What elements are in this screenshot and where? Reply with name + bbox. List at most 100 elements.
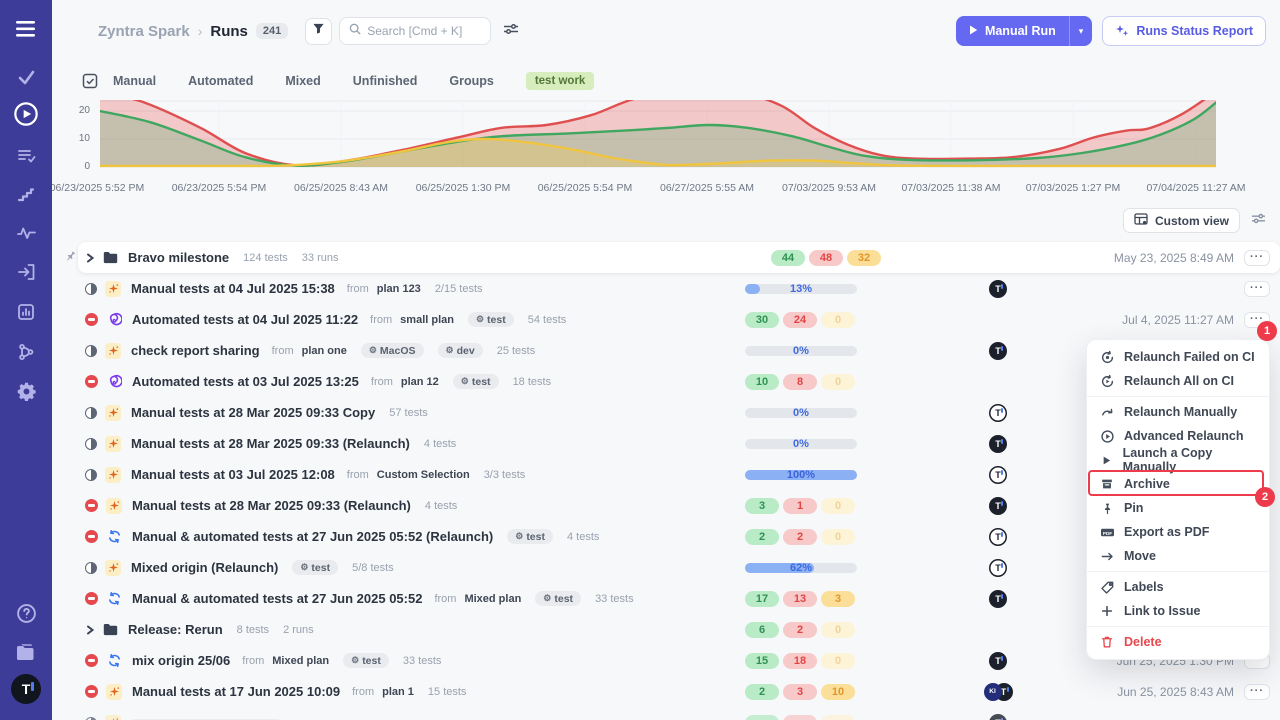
- table-row[interactable]: Manual & automated tests at 27 Jun 2025 …: [52, 583, 1280, 614]
- activity-icon[interactable]: [11, 218, 41, 248]
- row-main: Manual tests at 28 Mar 2025 09:33 (Relau…: [52, 435, 456, 452]
- search-settings-icon[interactable]: [503, 22, 519, 41]
- row-main: [52, 714, 281, 720]
- menu-item-archive[interactable]: Archive: [1087, 472, 1269, 496]
- chevron-right-icon[interactable]: [85, 253, 95, 263]
- badge-green: 3: [745, 497, 779, 514]
- table-row[interactable]: Manual tests at 03 Jul 2025 12:08 from Cus…: [52, 459, 1280, 490]
- menu-item-pin[interactable]: Pin: [1087, 496, 1269, 520]
- menu-item-delete[interactable]: Delete: [1087, 630, 1269, 654]
- tests-count: 25 tests: [496, 344, 536, 357]
- view-settings-icon[interactable]: [1251, 212, 1266, 230]
- badge-red: 13: [783, 590, 817, 607]
- filter-button[interactable]: [305, 17, 333, 45]
- run-results: 0%: [745, 407, 857, 419]
- tab-groups[interactable]: Groups: [449, 74, 494, 88]
- menu-item-link-to-issue[interactable]: Link to Issue: [1087, 599, 1269, 623]
- progress-bar: 0%: [745, 345, 857, 357]
- tag-label: test: [487, 313, 506, 326]
- mixed-run-icon: [106, 653, 122, 669]
- manual-run-icon: [106, 497, 122, 514]
- tests-count: 57 tests: [389, 406, 428, 419]
- menu-item-relaunch-all-on-ci[interactable]: Relaunch All on CI: [1087, 369, 1269, 393]
- tab-mixed[interactable]: Mixed: [285, 74, 321, 88]
- runs-status-report-button[interactable]: Runs Status Report: [1102, 16, 1266, 46]
- table-row[interactable]: Manual tests at 28 Mar 2025 09:33 (Relau…: [52, 428, 1280, 459]
- custom-view-button[interactable]: Custom view: [1122, 208, 1240, 233]
- breadcrumb-project[interactable]: Zyntra Spark: [98, 22, 190, 40]
- archive-icon: [1099, 477, 1115, 491]
- page-title: Runs: [210, 22, 248, 40]
- manual-run-icon: [105, 714, 121, 720]
- docs-icon[interactable]: [11, 637, 41, 667]
- report-icon[interactable]: [11, 297, 41, 327]
- manual-run-dropdown[interactable]: ▾: [1068, 16, 1093, 46]
- manual-run-main[interactable]: Manual Run: [956, 16, 1069, 46]
- menu-item-relaunch-manually[interactable]: Relaunch Manually: [1087, 400, 1269, 424]
- run-tag[interactable]: ⚙ test: [343, 653, 389, 668]
- run-tag[interactable]: ⚙ test: [507, 529, 553, 544]
- pinned-icon: [64, 250, 77, 268]
- import-icon[interactable]: [11, 257, 41, 287]
- row-avatars: T: [977, 434, 1019, 453]
- automated-run-icon: [106, 312, 122, 328]
- chevron-down-icon: ▾: [1078, 25, 1084, 36]
- from-label: from: [346, 468, 369, 481]
- table-row[interactable]: Manual tests at 28 Mar 2025 09:33 (Relau…: [52, 490, 1280, 521]
- run-tag[interactable]: ⚙ test: [467, 312, 514, 327]
- avatar: T: [989, 651, 1007, 670]
- table-row[interactable]: Automated tests at 04 Jul 2025 11:22 from…: [52, 304, 1280, 335]
- plan-name: Custom Selection: [376, 468, 470, 481]
- avatar: T: [989, 589, 1007, 608]
- row-menu-button[interactable]: ···: [1244, 280, 1270, 297]
- run-tag[interactable]: ⚙ test: [535, 591, 582, 606]
- table-row[interactable]: Manual tests at 28 Mar 2025 09:33 Copy 57…: [52, 397, 1280, 428]
- help-icon[interactable]: [11, 598, 41, 628]
- list-check-icon[interactable]: [11, 140, 41, 170]
- runs-play-icon[interactable]: [11, 99, 41, 129]
- row-menu-button[interactable]: ···: [1244, 249, 1270, 266]
- menu-item-launch-a-copy-manually[interactable]: Launch a Copy Manually: [1087, 446, 1269, 474]
- app-logo[interactable]: T: [11, 674, 41, 704]
- run-tag[interactable]: ⚙ MacOS: [360, 343, 424, 358]
- row-main: Manual tests at 28 Mar 2025 09:33 (Relau…: [52, 497, 457, 514]
- tab-automated[interactable]: Automated: [188, 74, 254, 88]
- table-row[interactable]: T: [52, 707, 1280, 720]
- check-icon[interactable]: [11, 62, 41, 92]
- row-menu-button[interactable]: ···: [1244, 683, 1270, 700]
- menu-item-relaunch-failed-on-ci[interactable]: Relaunch Failed on CI: [1087, 345, 1269, 369]
- run-date: Jul 4, 2025 11:27 AM: [1122, 312, 1234, 327]
- link-icon: [1099, 604, 1115, 618]
- chevron-right-icon[interactable]: [85, 625, 95, 635]
- menu-icon[interactable]: [11, 14, 41, 44]
- group-row[interactable]: Bravo milestone 124 tests 33 runs 44 48 32 May…: [67, 242, 1280, 273]
- progress-bar: 100%: [745, 469, 857, 481]
- funnel-icon: [312, 22, 325, 40]
- run-tag[interactable]: ⚙ test: [292, 560, 339, 575]
- menu-item-advanced-relaunch[interactable]: Advanced Relaunch: [1087, 424, 1269, 448]
- branch-icon[interactable]: [11, 337, 41, 367]
- menu-item-labels[interactable]: Labels: [1087, 575, 1269, 599]
- run-tag[interactable]: ⚙ test: [452, 374, 499, 389]
- search-box[interactable]: [339, 17, 492, 45]
- search-input[interactable]: [367, 24, 478, 38]
- steps-icon[interactable]: [11, 179, 41, 209]
- settings-icon[interactable]: [11, 376, 41, 406]
- tests-count: 33 tests: [402, 654, 442, 667]
- manual-run-button[interactable]: Manual Run ▾: [955, 16, 1093, 46]
- plan-name: Mixed plan: [464, 592, 522, 605]
- tab-manual[interactable]: Manual: [113, 74, 157, 88]
- status-in-progress-icon: [85, 561, 97, 574]
- status-in-progress-icon: [85, 406, 97, 419]
- badge-green: 10: [745, 373, 779, 390]
- menu-item-move[interactable]: Move: [1087, 544, 1269, 568]
- menu-item-label: Export as PDF: [1124, 525, 1210, 539]
- table-row[interactable]: Manual tests at 17 Jun 2025 10:09 from pla…: [52, 676, 1280, 707]
- table-row[interactable]: Manual tests at 04 Jul 2025 15:38 from pla…: [52, 273, 1280, 304]
- menu-item-export-as-pdf[interactable]: PDF Export as PDF: [1087, 520, 1269, 544]
- tab-unfinished[interactable]: Unfinished: [352, 74, 418, 88]
- select-runs-icon[interactable]: [82, 73, 98, 89]
- badge-yellow: 0: [821, 373, 855, 390]
- run-tag[interactable]: ⚙ dev: [437, 343, 483, 358]
- active-filter-tag[interactable]: test work: [525, 72, 595, 90]
